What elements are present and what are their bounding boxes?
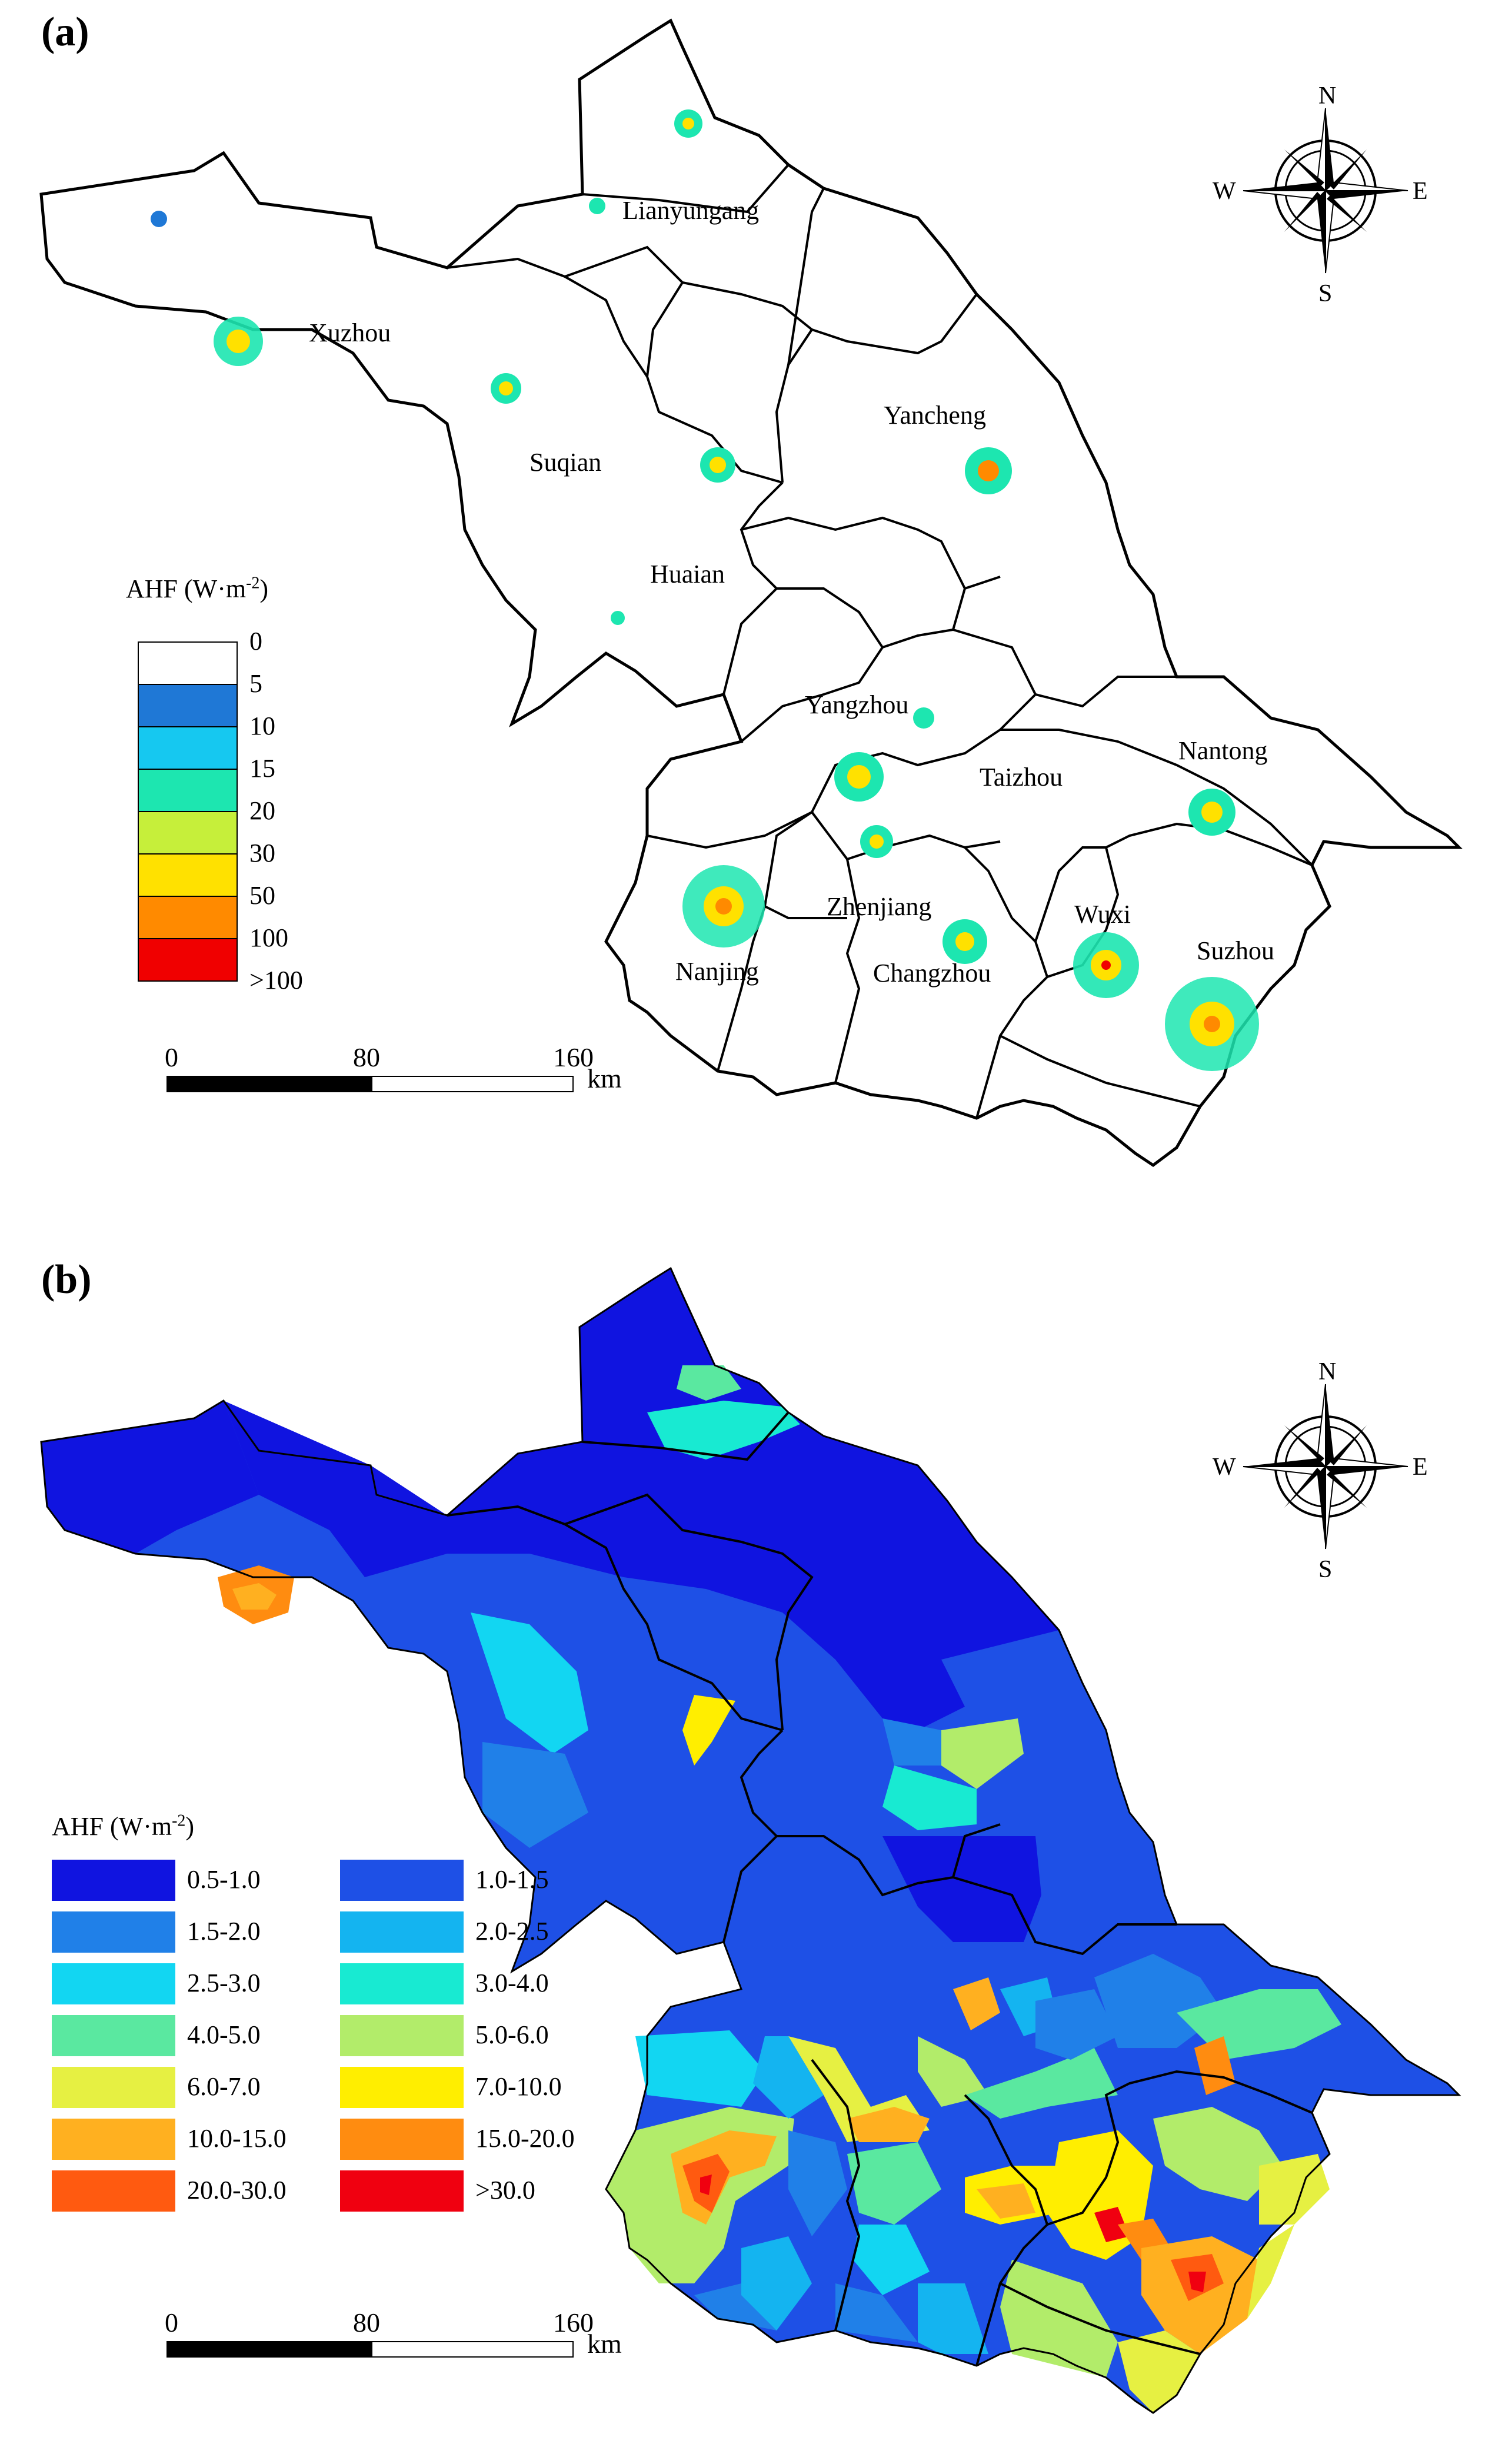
legend-label: 7.0-10.0 [475,2072,562,2101]
legend-label: 1.0-1.5 [475,1865,549,1894]
legend-swatch-5-10 [138,684,238,727]
city-label-lianyungang: Lianyungang [622,196,759,225]
legend-label: 1.5-2.0 [187,1917,261,1946]
scale-unit: km [587,1063,622,1093]
legend-swatch [340,1963,464,2004]
legend-swatch [52,2170,175,2212]
legend-label: >30.0 [475,2176,535,2205]
legend-title-b: AHF (W·m-2) [52,1811,195,1841]
scale-tick-80: 80 [353,1042,380,1072]
legend-label: 4.0-5.0 [187,2020,261,2049]
city-label-huaian: Huaian [650,560,725,589]
legend-a: 0 5 10 15 20 30 50 100 >100 [138,627,303,995]
map-a: Lianyungang Xuzhou Suqian Yancheng Huaia… [39,18,1463,1168]
urban-heat-spots-a [151,109,1259,1071]
county-fills-b [41,1268,1341,2413]
panel-b: (b) [0,1248,1512,2447]
province-outline-b [40,1266,1461,2414]
legend-swatch-50-100 [138,896,238,939]
compass-rose-a: N S E W [1213,82,1428,307]
legend-label: 100 [249,923,288,952]
legend-label: 10.0-15.0 [187,2124,287,2153]
legend-swatch-30-50 [138,853,238,897]
legend-label: 3.0-4.0 [475,1969,549,1997]
legend-swatch-10-15 [138,726,238,770]
scale-tick-0: 0 [165,2308,178,2338]
city-boundaries-a [447,164,1313,1119]
legend-label: 15.0-20.0 [475,2124,575,2153]
scale-tick-160: 160 [553,2308,594,2338]
compass-e: E [1413,178,1428,205]
legend-swatch-15-20 [138,769,238,812]
legend-swatch [340,1860,464,1901]
city-label-zhenjiang: Zhenjiang [827,892,931,921]
legend-swatch [340,2067,464,2108]
legend-label: 50 [249,881,275,910]
legend-label: 2.5-3.0 [187,1969,261,1997]
legend-swatch [340,1911,464,1953]
legend-label: 15 [249,754,275,783]
city-label-suzhou: Suzhou [1197,936,1274,965]
legend-swatch [52,2119,175,2160]
scale-tick-80: 80 [353,2308,380,2338]
compass-w: W [1213,1454,1236,1481]
legend-label: 6.0-7.0 [187,2072,261,2101]
compass-rose-b: N S E W [1213,1358,1428,1583]
panel-a-label: (a) [41,9,89,55]
city-boundaries-b [447,1411,1313,2366]
city-label-changzhou: Changzhou [873,959,991,988]
legend-swatch [52,1860,175,1901]
scale-bar-a: 0 80 160 km [165,1042,647,1095]
legend-swatch-20-30 [138,811,238,855]
legend-swatch [52,1911,175,1953]
scale-tick-160: 160 [553,1042,594,1072]
legend-label: 20.0-30.0 [187,2176,287,2205]
legend-title-a: AHF (W·m-2) [126,574,269,603]
city-label-wuxi: Wuxi [1074,900,1131,929]
legend-b: 0.5-1.0 1.0-1.5 1.5-2.0 2.0-2.5 2.5-3.0 … [52,1860,581,2236]
legend-swatch-100-plus [138,938,238,982]
legend-label: 0 [249,627,262,656]
city-label-xuzhou: Xuzhou [309,318,391,347]
legend-swatch [52,2015,175,2056]
city-label-suqian: Suqian [529,448,601,477]
legend-label: 30 [249,839,275,867]
panel-b-label: (b) [41,1257,92,1302]
legend-swatch-0-5 [138,641,238,685]
map-b: N S E W [40,1266,1461,2414]
compass-w: W [1213,178,1236,205]
compass-n: N [1318,1358,1336,1385]
legend-label: 10 [249,712,275,740]
legend-label: 5.0-6.0 [475,2020,549,2049]
legend-label: 2.0-2.5 [475,1917,549,1946]
legend-label: 0.5-1.0 [187,1865,261,1894]
province-outline-a [39,18,1463,1168]
legend-swatch [340,2170,464,2212]
compass-s: S [1318,1556,1332,1583]
legend-label: 20 [249,796,275,825]
city-label-nanjing: Nanjing [675,957,759,986]
panel-a: (a) [0,0,1512,1206]
compass-s: S [1318,280,1332,307]
scale-bar-b: 0 80 160 km [165,2307,647,2360]
legend-swatch [52,2067,175,2108]
legend-label: 5 [249,669,262,698]
legend-swatch [340,2119,464,2160]
legend-swatch [340,2015,464,2056]
city-label-taizhou: Taizhou [980,763,1063,792]
city-label-yancheng: Yancheng [884,401,986,430]
legend-swatch [52,1963,175,2004]
scale-tick-0: 0 [165,1042,178,1072]
city-label-yangzhou: Yangzhou [805,690,908,719]
compass-e: E [1413,1454,1428,1481]
scale-unit: km [587,2329,622,2359]
city-label-nantong: Nantong [1178,736,1268,765]
compass-n: N [1318,82,1336,109]
legend-label: >100 [249,966,303,995]
